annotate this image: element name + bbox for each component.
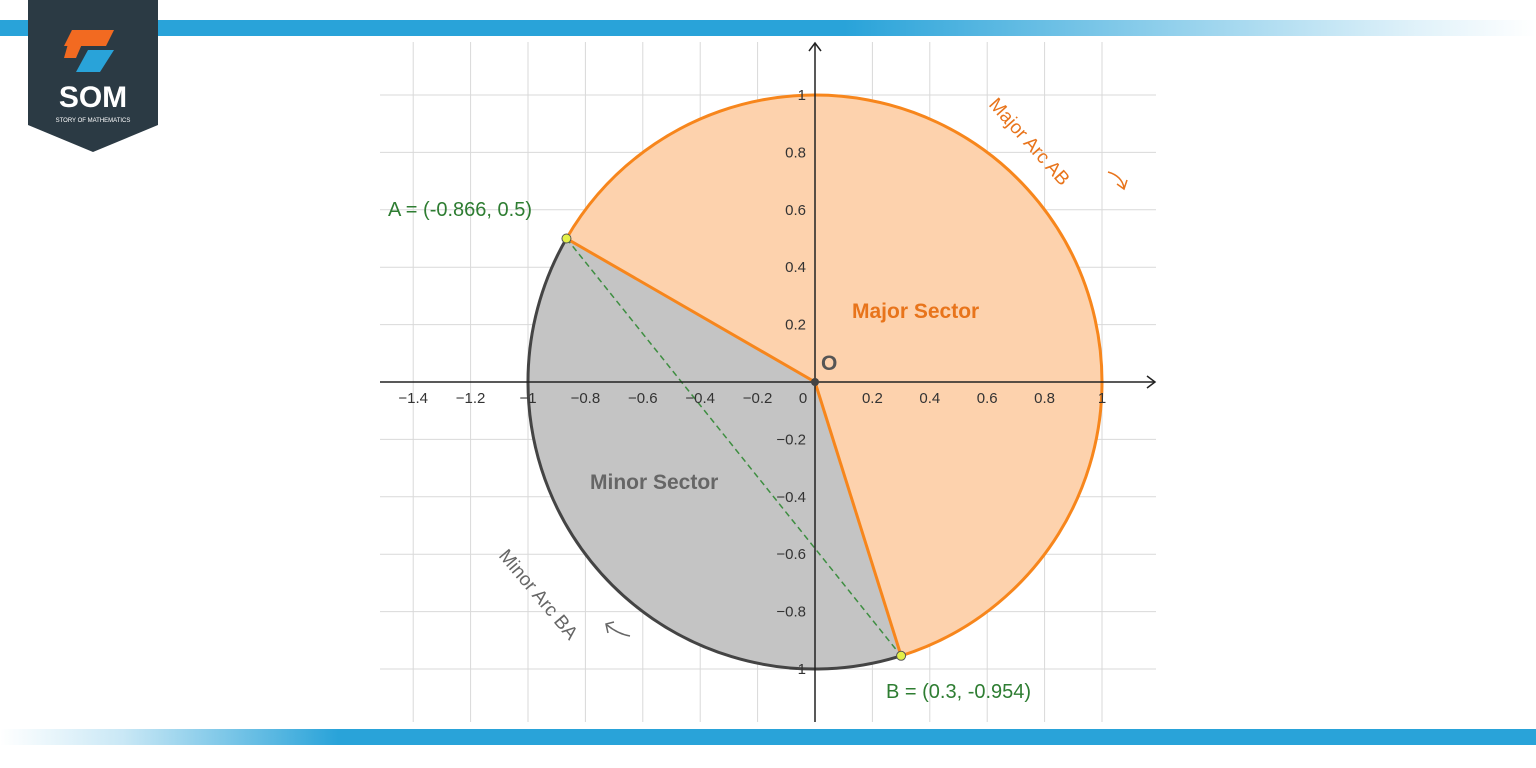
x-tick-label: −0.8: [571, 390, 601, 407]
x-tick-label: 0.6: [977, 390, 998, 407]
logo-badge: [28, 0, 158, 152]
bottom-accent-band: [0, 729, 1536, 745]
major-arc: [565, 93, 1104, 658]
chord-ab: [565, 238, 902, 657]
x-tick-label: 0.8: [1034, 390, 1055, 407]
x-tick-label: 0.4: [919, 390, 940, 407]
y-tick-label: −1: [789, 661, 806, 678]
points: [561, 233, 907, 661]
x-tick-label: −0.6: [628, 390, 658, 407]
logo-orange-stem: [64, 30, 88, 58]
point-b: [896, 650, 907, 661]
y-axis-arrow: [808, 41, 822, 52]
x-axis-arrow: [1146, 375, 1157, 389]
minor-arc-label: Minor Arc BA: [494, 546, 582, 645]
y-tick-label: −0.6: [776, 546, 806, 563]
origin-point: [811, 378, 819, 386]
y-tick-label: 0.2: [785, 317, 806, 334]
som-logo: SOM STORY OF MATHEMATICS: [28, 0, 158, 152]
x-tick-label: −0.2: [743, 390, 773, 407]
logo-tagline: STORY OF MATHEMATICS: [56, 118, 131, 124]
x-tick-label: −0.4: [685, 390, 715, 407]
y-tick-label: 0.8: [785, 144, 806, 161]
point-a: [561, 233, 572, 244]
sectors: [526, 93, 1104, 671]
major-sector: [566, 95, 1102, 656]
y-tick-label: −0.4: [776, 489, 806, 506]
radius-ob: [813, 381, 903, 657]
logo-blue-shape: [76, 50, 114, 72]
x-tick-label: 0: [799, 390, 807, 407]
y-tick-label: 0.4: [785, 259, 806, 276]
minor-arc-direction-arrow: [605, 621, 631, 637]
major-sector-label: Major Sector: [852, 300, 979, 323]
y-tick-label: −0.2: [776, 431, 806, 448]
x-tick-label: 1: [1098, 390, 1106, 407]
top-accent-band: [0, 20, 1536, 36]
x-tick-label: −1: [519, 390, 536, 407]
y-tick-label: 0.6: [785, 202, 806, 219]
minor-arc: [526, 237, 902, 671]
minor-sector: [527, 238, 902, 670]
radius-oa: [565, 237, 816, 384]
logo-letters: SOM: [59, 81, 127, 114]
point-b-label: B = (0.3, -0.954): [886, 681, 1031, 703]
major-arc-direction-arrow: [1107, 171, 1128, 191]
origin-label: O: [821, 352, 837, 375]
y-tick-label: 1: [798, 87, 806, 104]
tick-labels: −1.4 −1.2 −1 −0.8 −0.6 −0.4 −0.2 0 0.2 0.4 0.6 0.8 1…: [398, 87, 1106, 678]
minor-sector-label: Minor Sector: [590, 471, 718, 494]
x-tick-label: 0.2: [862, 390, 883, 407]
x-tick-label: −1.4: [398, 390, 428, 407]
y-tick-label: −0.8: [776, 604, 806, 621]
x-tick-label: −1.2: [456, 390, 486, 407]
point-a-label: A = (-0.866, 0.5): [388, 199, 532, 221]
